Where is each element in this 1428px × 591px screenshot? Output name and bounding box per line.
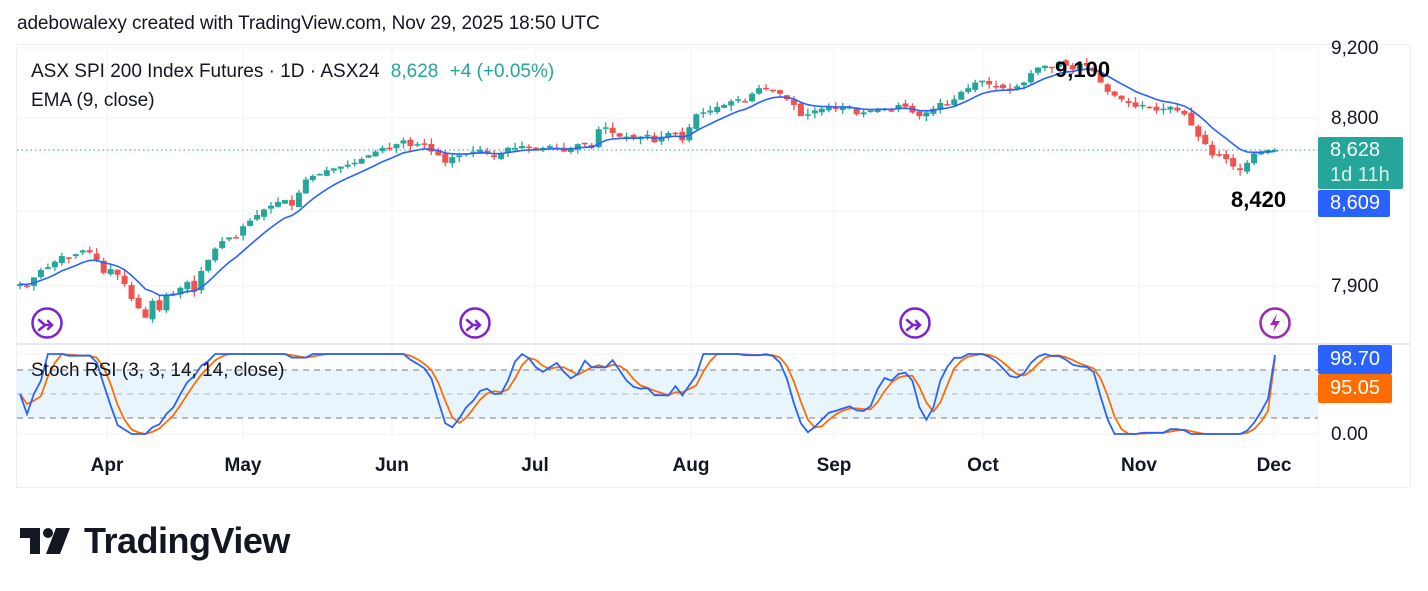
ema-line xyxy=(19,68,1276,297)
time-label-apr: Apr xyxy=(90,455,124,476)
dividend-event-icon[interactable] xyxy=(31,307,63,339)
main-legend: ASX SPI 200 Index Futures · 1D · ASX24 8… xyxy=(31,60,554,118)
low-annotation: 8,420 xyxy=(1231,187,1287,212)
current-price-tag: 8,628 1d 11h xyxy=(1318,137,1403,189)
price-candles xyxy=(17,58,1278,324)
earnings-bolt-icon[interactable] xyxy=(1259,307,1291,339)
stoch-rsi-band xyxy=(17,353,1318,435)
high-annotation: 9,100 xyxy=(1055,57,1111,82)
time-label-sep: Sep xyxy=(816,455,852,476)
last-price: 8,628 xyxy=(390,61,439,82)
time-label-nov: Nov xyxy=(1121,455,1157,476)
time-label-jun: Jun xyxy=(375,455,409,476)
bar-countdown: 1d 11h xyxy=(1330,164,1390,186)
current-price-value: 8,628 xyxy=(1330,139,1381,161)
symbol-title: ASX SPI 200 Index Futures · 1D · ASX24 xyxy=(31,61,380,82)
time-label-jul: Jul xyxy=(521,455,549,476)
dividend-event-icon[interactable] xyxy=(459,307,491,339)
price-change: +4 (+0.05%) xyxy=(449,61,555,82)
tradingview-logo[interactable]: TradingView xyxy=(20,520,290,562)
time-label-dec: Dec xyxy=(1256,455,1292,476)
price-tick-9200: 9,200 xyxy=(1331,38,1379,59)
chart-frame xyxy=(16,44,1411,488)
indicator-row[interactable]: EMA (9, close) xyxy=(31,89,554,118)
price-tick-7900: 7,900 xyxy=(1331,276,1379,297)
stoch-rsi-legend[interactable]: Stoch RSI (3, 3, 14, 14, close) xyxy=(31,360,285,381)
stoch-d-tag: 95.05 xyxy=(1318,374,1392,403)
stoch-k-line xyxy=(19,352,1276,435)
tradingview-logo-text: TradingView xyxy=(84,520,290,561)
time-label-may: May xyxy=(224,455,262,476)
time-label-oct: Oct xyxy=(967,455,999,476)
attribution-text: adebowalexy created with TradingView.com… xyxy=(17,13,600,34)
ema-legend: EMA (9, close) xyxy=(31,90,155,111)
symbol-row[interactable]: ASX SPI 200 Index Futures · 1D · ASX24 8… xyxy=(31,60,554,89)
stoch-k-tag: 98.70 xyxy=(1318,345,1392,374)
rsi-tick-0: 0.00 xyxy=(1331,424,1368,445)
time-label-aug: Aug xyxy=(672,455,710,476)
ema-price-tag: 8,609 xyxy=(1318,190,1390,217)
dividend-event-icon[interactable] xyxy=(899,307,931,339)
tradingview-logo-icon xyxy=(20,528,70,554)
price-tick-8800: 8,800 xyxy=(1331,108,1379,129)
